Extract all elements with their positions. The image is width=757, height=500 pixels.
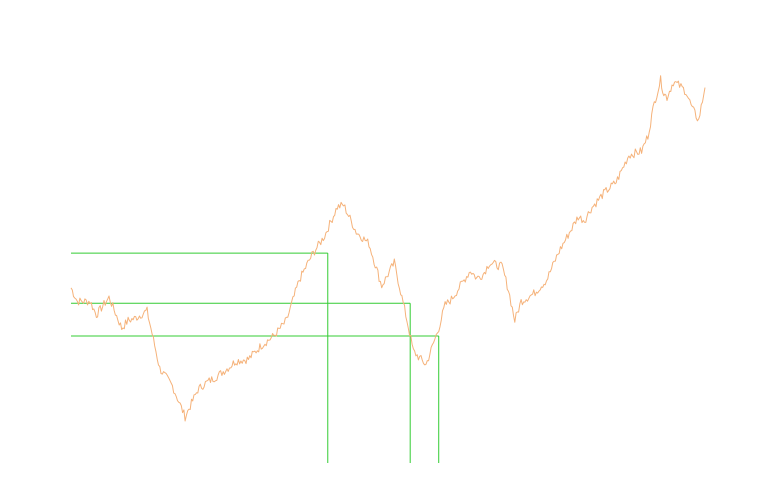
plot-series	[70, 75, 706, 422]
reference-lines	[71, 252, 440, 463]
series-line-0	[70, 75, 706, 422]
